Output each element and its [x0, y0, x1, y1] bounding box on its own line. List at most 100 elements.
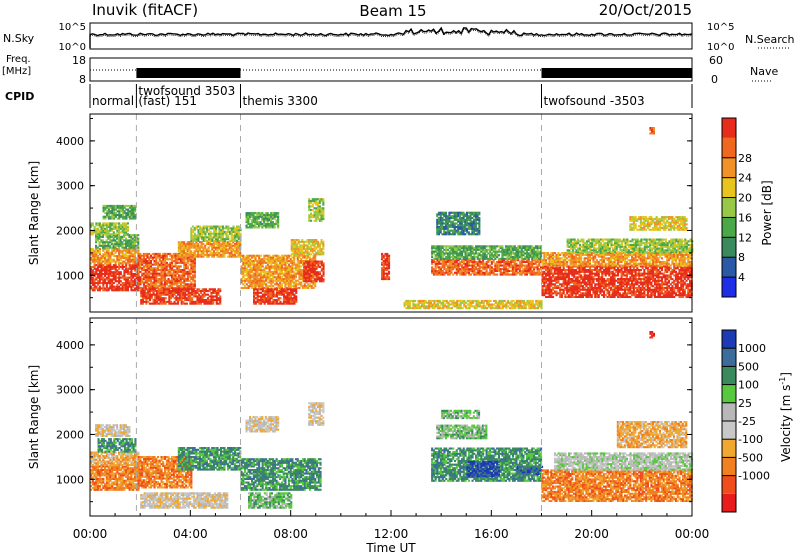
power-region-12	[290, 239, 325, 256]
velocity-colorbar: 1000 500 100 25 -25 -100 -500 -1000	[721, 329, 770, 513]
velocity-ytick-1: 2000	[56, 428, 84, 441]
velocity-region-7	[240, 458, 322, 491]
power-colorbar-swatch-0	[722, 277, 736, 297]
power-ytick-0: 1000	[56, 269, 84, 282]
velocity-ytick-0: 1000	[56, 473, 84, 486]
nsearch-tick-bottom: 10^0	[707, 42, 734, 53]
velocity-colorbar-tick-3: 25	[738, 397, 752, 410]
velocity-colorbar-tick-1: 500	[738, 360, 759, 373]
cpid-segment-3: twofsound -3503	[544, 94, 645, 108]
velocity-region-8	[248, 492, 293, 509]
power-colorbar-swatch-1	[722, 257, 736, 278]
velocity-colorbar-swatch-7	[722, 366, 736, 385]
velocity-ytick-3: 4000	[56, 339, 84, 352]
power-region-23	[629, 216, 688, 231]
nsearch-label: N.Search	[745, 33, 795, 46]
velocity-colorbar-tick-7: -1000	[738, 470, 770, 483]
power-colorbar-swatch-8	[722, 118, 736, 138]
power-region-10	[253, 288, 298, 305]
nsearch-trace	[89, 28, 693, 38]
velocity-colorbar-swatch-8	[722, 348, 736, 367]
power-region-7	[177, 241, 242, 258]
power-region-24	[649, 127, 655, 135]
power-region-17	[431, 245, 543, 260]
power-region-19	[403, 299, 543, 310]
power-colorbar-swatch-6	[722, 157, 736, 178]
power-colorbar-swatch-3	[722, 217, 736, 238]
velocity-colorbar-swatch-4	[722, 421, 736, 440]
power-ylabel: Slant Range [km]	[27, 161, 41, 265]
nsearch-tick-top: 10^5	[707, 22, 734, 33]
power-colorbar-tick-6: 28	[738, 152, 752, 165]
cpid-label: CPID	[5, 90, 34, 103]
velocity-ylabel: Slant Range [km]	[27, 365, 41, 469]
power-ytick-1: 2000	[56, 224, 84, 237]
power-region-13	[303, 260, 325, 283]
power-region-3	[90, 222, 129, 236]
nave-label: Nave	[750, 65, 778, 78]
velocity-region-12	[466, 460, 500, 478]
cpid-segment-0: normal	[92, 94, 134, 108]
nsky-trace	[89, 26, 693, 48]
velocity-ytick-2: 3000	[56, 384, 84, 397]
xtick-4: 16:00	[474, 527, 509, 541]
velocity-region-15	[441, 409, 481, 420]
power-colorbar-swatch-5	[722, 177, 736, 198]
velocity-colorbar-label: Velocity [m s-1]	[778, 372, 793, 462]
power-heatmap	[90, 127, 694, 310]
nsky-tick-bottom: 10^0	[59, 42, 86, 53]
power-ytick-3: 4000	[56, 135, 84, 148]
freq-tick-bottom: 8	[79, 73, 86, 86]
power-colorbar-swatch-2	[722, 237, 736, 258]
power-region-15	[381, 252, 391, 281]
cpid-row: CPID normal twofsound 3503(fast) 151 themi…	[5, 84, 693, 108]
velocity-region-18	[616, 421, 688, 449]
velocity-region-6	[177, 447, 242, 471]
station-title: Inuvik (fitACF)	[92, 1, 198, 19]
velocity-panel: 1000 2000 3000 4000 00:00 04:00 08:00 12:00 16:…	[27, 317, 793, 554]
xtick-3: 12:00	[374, 527, 409, 541]
velocity-heatmap	[90, 331, 694, 509]
power-colorbar: 4 8 12 16 20 24 28	[721, 117, 752, 298]
nsky-panel: N.Sky 10^5 10^0 10^5 10^0 N.Search	[3, 22, 795, 53]
velocity-region-10	[308, 402, 325, 426]
xtick-6: 00:00	[675, 527, 710, 541]
velocity-region-3	[95, 424, 131, 437]
velocity-region-0	[90, 465, 140, 491]
velocity-region-19	[649, 331, 655, 339]
power-colorbar-tick-4: 20	[738, 192, 752, 205]
velocity-region-17	[554, 452, 694, 471]
xtick-5: 20:00	[574, 527, 609, 541]
power-colorbar-tick-5: 24	[738, 172, 752, 185]
power-region-20	[541, 265, 693, 298]
cpid-segment-1: twofsound 3503	[138, 84, 235, 98]
velocity-region-14	[436, 424, 488, 440]
nsky-label: N.Sky	[3, 32, 35, 45]
velocity-region-5	[140, 492, 229, 509]
freq-trace	[90, 68, 692, 78]
nave-tick-top: 60	[709, 54, 723, 67]
velocity-region-13	[516, 465, 544, 476]
velocity-colorbar-swatch-5	[722, 402, 736, 421]
freq-tick-top: 18	[72, 54, 86, 67]
power-region-16	[431, 259, 543, 276]
power-colorbar-tick-2: 12	[738, 231, 752, 244]
velocity-colorbar-swatch-9	[722, 330, 736, 349]
velocity-region-2	[97, 438, 137, 453]
power-panel: 1000 2000 3000 4000 Slant Range [km] 4 8 12 16…	[27, 113, 774, 313]
velocity-colorbar-swatch-2	[722, 457, 736, 476]
freq-panel: Freq. [MHz] 18 8 60 0 Nave	[2, 54, 778, 86]
xtick-0: 00:00	[73, 527, 108, 541]
power-ytick-2: 3000	[56, 180, 84, 193]
power-region-22	[566, 238, 694, 254]
power-region-1	[90, 247, 140, 265]
xtick-1: 04:00	[173, 527, 208, 541]
freq-label-line2: [MHz]	[2, 66, 31, 77]
freq-block-1	[136, 68, 241, 78]
power-region-5	[137, 252, 196, 289]
power-region-18	[436, 211, 481, 236]
power-colorbar-tick-3: 16	[738, 211, 752, 224]
velocity-region-9	[245, 416, 280, 433]
power-colorbar-label: Power [dB]	[760, 180, 774, 245]
